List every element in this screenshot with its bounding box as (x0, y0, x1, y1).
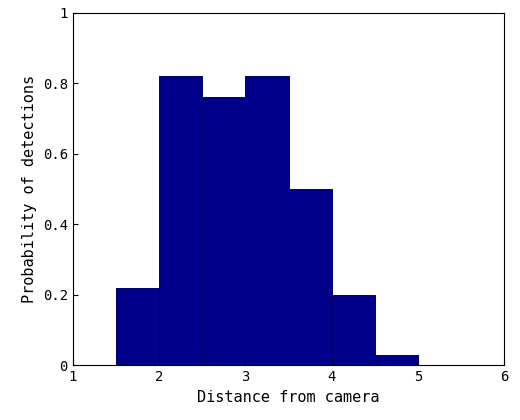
Bar (245, 76, 289, 365)
Bar (159, 76, 202, 365)
X-axis label: Distance from camera: Distance from camera (198, 390, 380, 405)
Bar (116, 288, 159, 365)
Bar (375, 355, 418, 365)
Bar (332, 295, 375, 365)
Y-axis label: Probability of detections: Probability of detections (22, 75, 37, 303)
Bar (289, 189, 332, 365)
Bar (202, 97, 245, 365)
